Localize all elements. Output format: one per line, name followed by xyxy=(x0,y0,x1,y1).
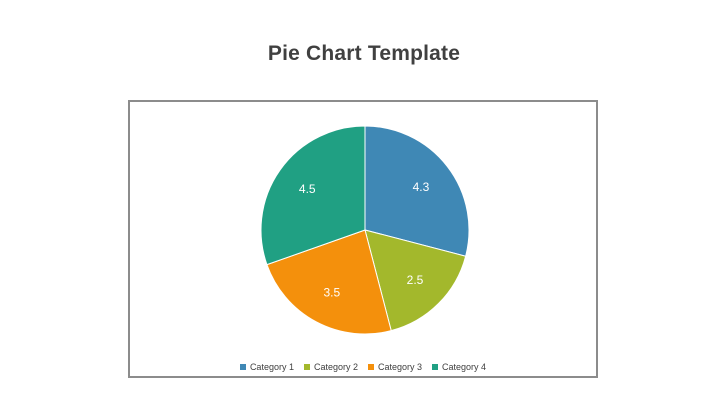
pie-slice-3 xyxy=(266,229,392,335)
legend-label-2: Category 2 xyxy=(313,362,358,372)
legend-swatch-2 xyxy=(303,364,310,370)
legend-swatch-1 xyxy=(239,364,246,370)
pie-slices xyxy=(260,125,470,335)
legend-swatch-4 xyxy=(432,364,439,370)
chart-legend: Category 1 Category 2 Category 3 Category 4 xyxy=(130,362,596,372)
legend-label-1: Category 1 xyxy=(249,362,294,372)
pie-slice-1 xyxy=(364,125,470,257)
pie-slice-label-2: 2.5 xyxy=(407,273,424,287)
legend-swatch-3 xyxy=(368,364,374,370)
page-title: Pie Chart Template xyxy=(267,42,461,65)
legend-label-4: Category 4 xyxy=(442,362,487,372)
legend-item-1: Category 1 xyxy=(239,362,294,372)
legend-label-3: Category 3 xyxy=(378,362,423,372)
chart-frame: 4.3 2.5 3.5 4.5 Category 1 Category 2 Categor… xyxy=(128,100,598,378)
pie-slice-2 xyxy=(364,229,467,332)
pie-slice-4 xyxy=(260,125,366,266)
pie-slice-label-4: 4.5 xyxy=(299,182,316,196)
legend-item-3: Category 3 xyxy=(368,362,422,372)
pie-slice-label-3: 3.5 xyxy=(323,285,340,299)
pie-chart: 4.3 2.5 3.5 4.5 xyxy=(260,125,470,335)
legend-item-2: Category 2 xyxy=(303,362,358,372)
legend-item-4: Category 4 xyxy=(432,362,486,372)
pie-slice-labels: 4.3 2.5 3.5 4.5 xyxy=(299,180,430,300)
pie-slice-label-1: 4.3 xyxy=(413,180,430,194)
